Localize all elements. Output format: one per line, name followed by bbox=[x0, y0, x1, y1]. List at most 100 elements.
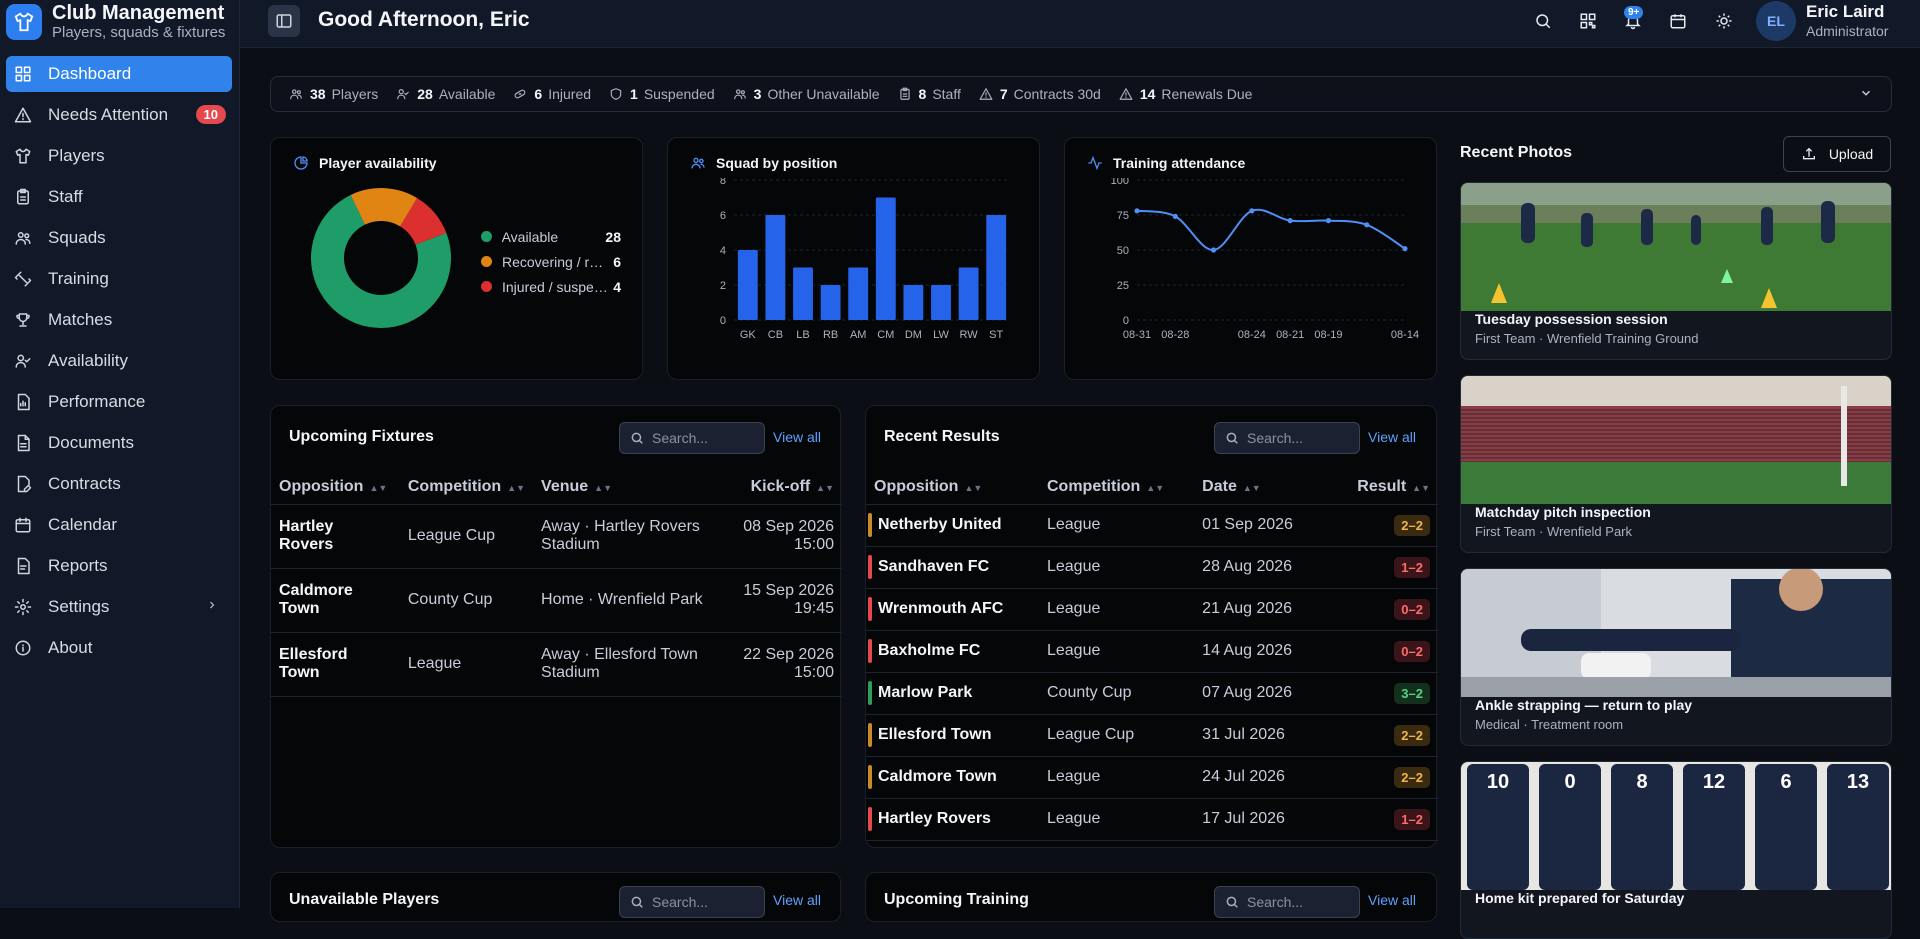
grid-icon bbox=[14, 65, 32, 83]
photo-card[interactable]: Ankle strapping — return to play Medical … bbox=[1460, 568, 1892, 746]
column-header[interactable]: Competition ▲▼ bbox=[1038, 470, 1195, 505]
sidebar-item-calendar[interactable]: Calendar bbox=[6, 507, 232, 543]
photo-card[interactable]: Tuesday possession session First Team · W… bbox=[1460, 182, 1892, 360]
bar-AM[interactable] bbox=[848, 267, 869, 321]
fixtures-view-all-link[interactable]: View all bbox=[773, 429, 821, 445]
training-view-all-link[interactable]: View all bbox=[1368, 892, 1416, 908]
competition-cell: League bbox=[1038, 546, 1195, 589]
competition-cell: League bbox=[1038, 630, 1195, 673]
column-header[interactable]: Competition ▲▼ bbox=[399, 470, 534, 505]
search-icon[interactable] bbox=[1532, 10, 1554, 32]
column-header[interactable]: Opposition ▲▼ bbox=[271, 470, 400, 505]
sidebar-item-training[interactable]: Training bbox=[6, 261, 232, 297]
sidebar-item-contracts[interactable]: Contracts bbox=[6, 466, 232, 502]
photo-card[interactable]: 10 0 8 12 6 13 Home kit prepared for Saturday bbox=[1460, 761, 1892, 939]
donut-slice-1[interactable] bbox=[350, 188, 418, 227]
attendance-point[interactable] bbox=[1134, 208, 1140, 214]
calendar-icon[interactable] bbox=[1667, 10, 1689, 32]
sidebar-item-label: Training bbox=[48, 269, 109, 288]
results-panel: Recent Results Search... View all Opposi… bbox=[865, 405, 1438, 848]
donut-slice-0[interactable] bbox=[311, 194, 451, 328]
photo-caption: Matchday pitch inspection bbox=[1475, 504, 1651, 520]
table-row[interactable]: Baxholme FC League 14 Aug 2026 0–2 bbox=[866, 630, 1438, 673]
attendance-point[interactable] bbox=[1249, 208, 1255, 214]
column-header[interactable]: Venue ▲▼ bbox=[533, 470, 731, 505]
fixtures-search-input[interactable]: Search... bbox=[619, 422, 765, 454]
sidebar-item-dashboard[interactable]: Dashboard bbox=[6, 56, 232, 92]
bar-LB[interactable] bbox=[793, 267, 813, 321]
shirt-number: 0 bbox=[1564, 771, 1575, 793]
sidebar-item-reports[interactable]: Reports bbox=[6, 548, 232, 584]
opposition-name: Baxholme FC bbox=[878, 642, 981, 660]
table-row[interactable]: Netherby United League 01 Sep 2026 2–2 bbox=[866, 504, 1438, 547]
bar-RB[interactable] bbox=[820, 285, 841, 320]
results-title: Recent Results bbox=[884, 428, 1000, 445]
sort-icon: ▲▼ bbox=[369, 482, 388, 493]
table-row[interactable]: Hartley Rovers League Cup Away · Hartley R… bbox=[271, 504, 842, 569]
bar-CB[interactable] bbox=[765, 215, 786, 320]
chevron-down-icon[interactable] bbox=[1859, 86, 1873, 103]
avatar[interactable]: EL bbox=[1756, 1, 1796, 41]
sort-icon: ▲▼ bbox=[1146, 482, 1165, 493]
bar-RW[interactable] bbox=[958, 267, 979, 321]
sidebar-item-needs-attention[interactable]: Needs Attention 10 bbox=[6, 97, 232, 133]
table-row[interactable]: Hartley Rovers League 17 Jul 2026 1–2 bbox=[866, 798, 1438, 841]
stat-label: Other Unavailable bbox=[767, 86, 880, 102]
x-tick-label: 08-19 bbox=[1314, 329, 1342, 341]
training-search-input[interactable]: Search... bbox=[1214, 886, 1360, 918]
sidebar-item-performance[interactable]: Performance bbox=[6, 384, 232, 420]
results-search-input[interactable]: Search... bbox=[1214, 422, 1360, 454]
sidebar-item-settings[interactable]: Settings bbox=[6, 589, 232, 625]
attendance-point[interactable] bbox=[1287, 218, 1293, 224]
sidebar-item-documents[interactable]: Documents bbox=[6, 425, 232, 461]
sidebar-item-matches[interactable]: Matches bbox=[6, 302, 232, 338]
stats-bar[interactable]: 38 Players 28 Available 6 Injured 1 Suspended 3 O… bbox=[270, 76, 1892, 112]
sun-icon[interactable] bbox=[1713, 10, 1735, 32]
shirt-number: 13 bbox=[1847, 771, 1869, 793]
sidebar: Club Management Players, squads & fixtur… bbox=[0, 0, 240, 908]
bar-LW[interactable] bbox=[931, 285, 951, 320]
upload-button[interactable]: Upload bbox=[1783, 136, 1891, 172]
bar-DM[interactable] bbox=[903, 285, 924, 320]
table-row[interactable]: Marlow Park County Cup 07 Aug 2026 3–2 bbox=[866, 672, 1438, 715]
kickoff-cell: 22 Sep 2026 15:00 bbox=[730, 632, 842, 697]
squad-chart-title: Squad by position bbox=[690, 155, 837, 171]
column-header[interactable]: Date ▲▼ bbox=[1194, 470, 1350, 505]
sidebar-item-availability[interactable]: Availability bbox=[6, 343, 232, 379]
attendance-point[interactable] bbox=[1210, 247, 1217, 253]
sort-icon: ▲▼ bbox=[1412, 482, 1430, 493]
attendance-point[interactable] bbox=[1325, 218, 1332, 224]
y-tick-label: 75 bbox=[1117, 210, 1129, 222]
qr-code-icon[interactable] bbox=[1577, 10, 1599, 32]
y-tick-label: 4 bbox=[720, 245, 726, 257]
sidebar-item-players[interactable]: Players bbox=[6, 138, 232, 174]
attendance-point[interactable] bbox=[1172, 213, 1178, 219]
photo-card[interactable]: Matchday pitch inspection First Team · Wr… bbox=[1460, 375, 1892, 553]
sidebar-item-staff[interactable]: Staff bbox=[6, 179, 232, 215]
sidebar-item-about[interactable]: About bbox=[6, 630, 232, 666]
attendance-point[interactable] bbox=[1402, 246, 1408, 252]
stat-staff: 8 Staff bbox=[898, 86, 961, 102]
column-header[interactable]: Result ▲▼ bbox=[1349, 470, 1438, 505]
table-row[interactable]: Ellesford Town League Away · Ellesford Tow… bbox=[271, 632, 842, 697]
attendance-point[interactable] bbox=[1364, 222, 1370, 228]
stat-available: 28 Available bbox=[396, 86, 495, 102]
sidebar-item-squads[interactable]: Squads bbox=[6, 220, 232, 256]
bar-CM[interactable] bbox=[875, 197, 896, 321]
table-row[interactable]: Sandhaven FC League 28 Aug 2026 1–2 bbox=[866, 546, 1438, 589]
sidebar-toggle-button[interactable] bbox=[268, 5, 300, 37]
unavailable-view-all-link[interactable]: View all bbox=[773, 892, 821, 908]
table-row[interactable]: Caldmore Town League 24 Jul 2026 2–2 bbox=[866, 756, 1438, 799]
results-view-all-link[interactable]: View all bbox=[1368, 429, 1416, 445]
column-header[interactable]: Kick-off ▲▼ bbox=[730, 470, 842, 505]
table-row[interactable]: Caldmore Town County Cup Home · Wrenfield … bbox=[271, 568, 842, 633]
table-row[interactable]: Wrenmouth AFC League 21 Aug 2026 0–2 bbox=[866, 588, 1438, 631]
unavailable-search-input[interactable]: Search... bbox=[619, 886, 765, 918]
table-row[interactable]: Ellesford Town League Cup 31 Jul 2026 2–2 bbox=[866, 714, 1438, 757]
bar-ST[interactable] bbox=[986, 215, 1007, 320]
photo-caption: Home kit prepared for Saturday bbox=[1475, 890, 1685, 906]
donut-slice-2[interactable] bbox=[400, 198, 447, 245]
bar-GK[interactable] bbox=[737, 250, 758, 320]
shirt-logo-icon bbox=[6, 4, 42, 40]
column-header[interactable]: Opposition ▲▼ bbox=[866, 470, 1039, 505]
